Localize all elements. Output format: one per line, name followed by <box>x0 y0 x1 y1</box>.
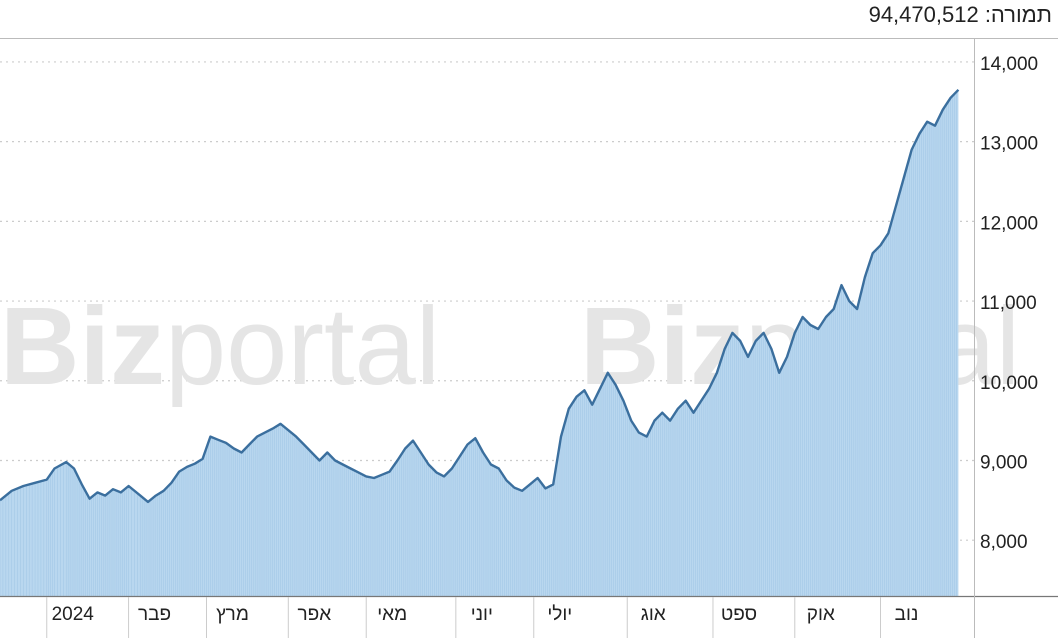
ytick-label: 11,000 <box>980 293 1037 314</box>
ytick-label: 14,000 <box>980 54 1038 75</box>
ytick-label: 9,000 <box>980 452 1028 473</box>
turnover-readout: תמורה: 94,470,512 <box>869 2 1052 28</box>
xtick-label: ספט <box>721 604 757 625</box>
xtick-label: 2024 <box>52 604 95 625</box>
xtick-label: נוב <box>895 604 919 625</box>
series-layer <box>0 88 960 597</box>
xtick-label: אפר <box>297 604 331 625</box>
watermark-left: Bizportal <box>0 285 440 408</box>
xtick-label: אוג <box>641 604 666 625</box>
series-line-0 <box>0 88 960 504</box>
xtick-label: יוני <box>471 604 493 625</box>
turnover-value: 94,470,512 <box>868 2 979 27</box>
xtick-label: מאי <box>377 604 407 625</box>
ytick-label: 13,000 <box>980 134 1038 155</box>
watermark-left-light: portal <box>165 285 440 408</box>
xtick-label: פבר <box>138 604 171 625</box>
turnover-label: תמורה: <box>984 2 1052 27</box>
ytick-label: 12,000 <box>980 213 1038 234</box>
axes-layer: 8,000 9,000 10,000 11,000 12,000 13,000 14,000… <box>0 38 1058 638</box>
ytick-label: 10,000 <box>980 373 1038 394</box>
xtick-label: יולי <box>547 604 572 625</box>
watermark-left-bold: Biz <box>0 285 165 408</box>
xtick-label: מרץ <box>216 604 249 625</box>
xtick-label: אוק <box>807 604 835 625</box>
ytick-label: 8,000 <box>980 532 1028 553</box>
